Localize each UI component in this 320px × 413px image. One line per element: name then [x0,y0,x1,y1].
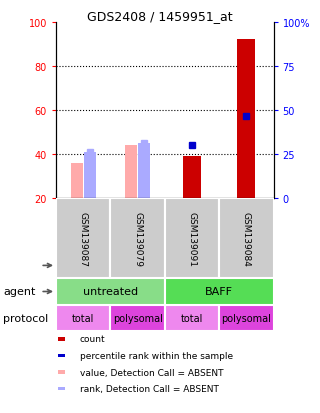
Bar [56,198,110,279]
Text: protocol: protocol [3,313,48,323]
Text: BAFF: BAFF [205,287,233,297]
Bar [183,157,201,198]
Bar [110,198,165,279]
Text: count: count [80,335,106,344]
Bar [56,305,110,331]
Bar [125,146,137,198]
Text: value, Detection Call = ABSENT: value, Detection Call = ABSENT [80,368,223,377]
Text: GSM139087: GSM139087 [79,211,88,266]
Bar [58,337,65,341]
Bar [56,279,165,305]
Bar [237,40,255,198]
Text: GDS2408 / 1459951_at: GDS2408 / 1459951_at [87,10,233,23]
Bar [165,305,219,331]
Text: GSM139079: GSM139079 [133,211,142,266]
Text: polysomal: polysomal [113,313,163,323]
Text: GSM139084: GSM139084 [242,211,251,266]
Text: polysomal: polysomal [221,313,271,323]
Text: untreated: untreated [83,287,138,297]
Bar [58,370,65,374]
Text: GSM139091: GSM139091 [188,211,196,266]
Text: total: total [181,313,203,323]
Bar [58,387,65,390]
Bar [165,279,274,305]
Bar [138,143,150,198]
Bar [165,198,219,279]
Bar [219,198,274,279]
Bar [84,152,96,198]
Bar [219,305,274,331]
Bar [71,163,83,198]
Text: rank, Detection Call = ABSENT: rank, Detection Call = ABSENT [80,384,219,393]
Bar [58,354,65,357]
Bar [110,305,165,331]
Text: total: total [72,313,94,323]
Text: percentile rank within the sample: percentile rank within the sample [80,351,233,360]
Text: agent: agent [3,287,36,297]
